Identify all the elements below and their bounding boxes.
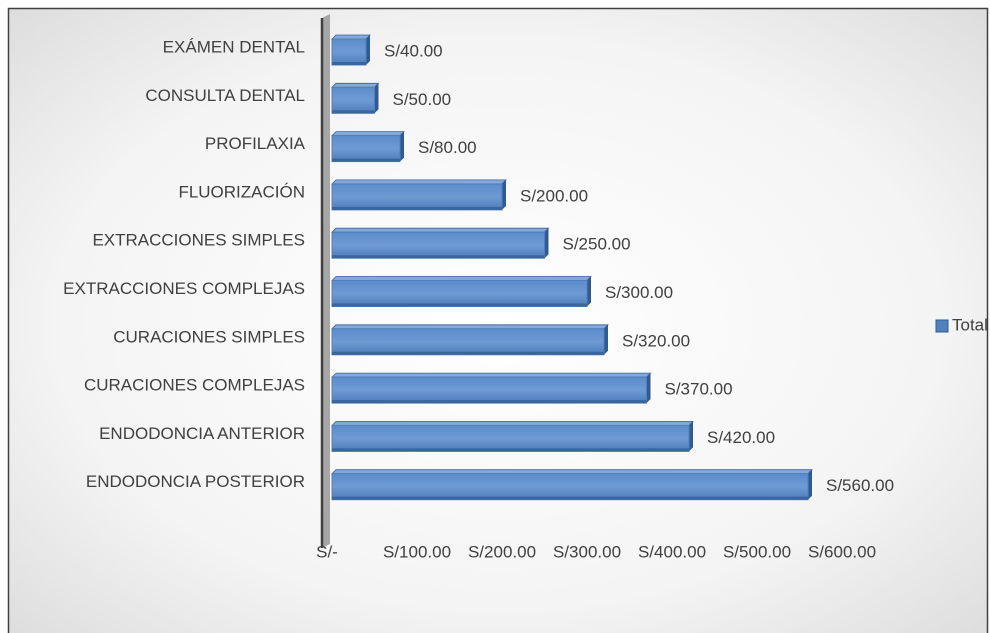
- bar: [331, 424, 690, 452]
- x-tick-label: S/600.00: [808, 542, 876, 561]
- y-tick-label: EXTRACCIONES COMPLEJAS: [63, 279, 305, 298]
- bar-side: [366, 35, 370, 65]
- bar-side: [502, 179, 506, 210]
- bar-top: [331, 82, 380, 88]
- bar-edge: [332, 351, 604, 355]
- bar-edge: [332, 496, 808, 500]
- legend-swatch: [935, 319, 949, 333]
- bar-side: [604, 324, 608, 355]
- x-tick-label: S/-: [316, 542, 338, 561]
- bar-top: [331, 420, 694, 426]
- data-label: S/250.00: [563, 235, 631, 254]
- bar: [331, 38, 367, 66]
- bar-edge: [332, 110, 375, 114]
- bar-edge: [332, 303, 587, 307]
- bar: [331, 328, 605, 356]
- bar: [331, 280, 588, 307]
- bar-top: [331, 131, 405, 137]
- bar-side: [646, 373, 651, 404]
- data-label: S/50.00: [393, 90, 452, 109]
- x-tick-label: S/100.00: [383, 542, 451, 561]
- bar-top: [331, 276, 592, 281]
- data-label: S/420.00: [707, 428, 775, 447]
- data-label: S/80.00: [418, 138, 477, 157]
- y-tick-label: PROFILAXIA: [205, 134, 306, 153]
- y-tick-label: EXTRACCIONES SIMPLES: [92, 231, 305, 250]
- bar: [331, 231, 545, 259]
- bar-side: [374, 83, 379, 114]
- bar: [331, 183, 503, 211]
- x-tick-label: S/200.00: [468, 542, 536, 561]
- y-tick-label: CURACIONES SIMPLES: [113, 327, 305, 346]
- x-tick-label: S/400.00: [638, 542, 706, 561]
- bar: [331, 473, 809, 501]
- bar: [331, 135, 401, 163]
- y-tick-label: FLUORIZACIÓN: [178, 182, 305, 201]
- bar: [331, 86, 375, 114]
- bar-top: [331, 469, 813, 475]
- data-label: S/320.00: [622, 331, 690, 350]
- x-tick-label: S/300.00: [553, 542, 621, 561]
- y-tick-label: EXÁMEN DENTAL: [163, 37, 305, 56]
- chart-frame: [7, 7, 989, 633]
- y-tick-label: ENDODONCIA POSTERIOR: [86, 472, 305, 491]
- bar-top: [331, 227, 550, 233]
- bar-edge: [332, 255, 545, 259]
- bar-side: [400, 131, 404, 162]
- bar-edge: [332, 158, 400, 162]
- bar-edge: [332, 206, 502, 210]
- bar-edge: [332, 448, 689, 452]
- bar-side: [544, 228, 549, 259]
- bar-top: [331, 372, 652, 378]
- y-tick-label: ENDODONCIA ANTERIOR: [99, 424, 305, 443]
- data-label: S/40.00: [384, 41, 443, 60]
- data-label: S/200.00: [520, 186, 588, 205]
- bar-side: [808, 469, 812, 500]
- bar-side: [587, 276, 591, 307]
- y-tick-label: CONSULTA DENTAL: [145, 86, 305, 105]
- bar-edge: [332, 62, 366, 65]
- bar-side: [689, 421, 693, 452]
- bar-top: [331, 34, 371, 40]
- data-label: S/370.00: [665, 380, 733, 399]
- data-label: S/560.00: [826, 476, 894, 495]
- bar: [331, 376, 647, 404]
- bar-edge: [332, 400, 647, 404]
- data-label: S/300.00: [605, 283, 673, 302]
- bar-top: [331, 324, 609, 330]
- legend-label: Total: [952, 315, 988, 334]
- axis-wall: [322, 14, 330, 548]
- bar-top: [331, 179, 507, 185]
- y-tick-label: CURACIONES COMPLEJAS: [84, 376, 305, 395]
- x-tick-label: S/500.00: [723, 542, 791, 561]
